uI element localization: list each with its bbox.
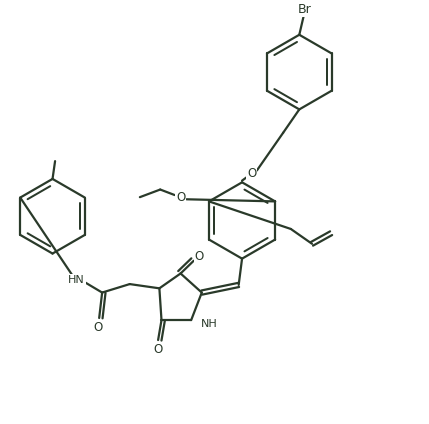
- Text: O: O: [195, 250, 204, 263]
- Text: O: O: [247, 167, 257, 180]
- Text: Br: Br: [298, 3, 312, 16]
- Text: NH: NH: [201, 318, 218, 329]
- Text: O: O: [154, 343, 163, 356]
- Text: O: O: [176, 191, 185, 204]
- Text: HN: HN: [68, 275, 85, 285]
- Text: O: O: [93, 321, 103, 334]
